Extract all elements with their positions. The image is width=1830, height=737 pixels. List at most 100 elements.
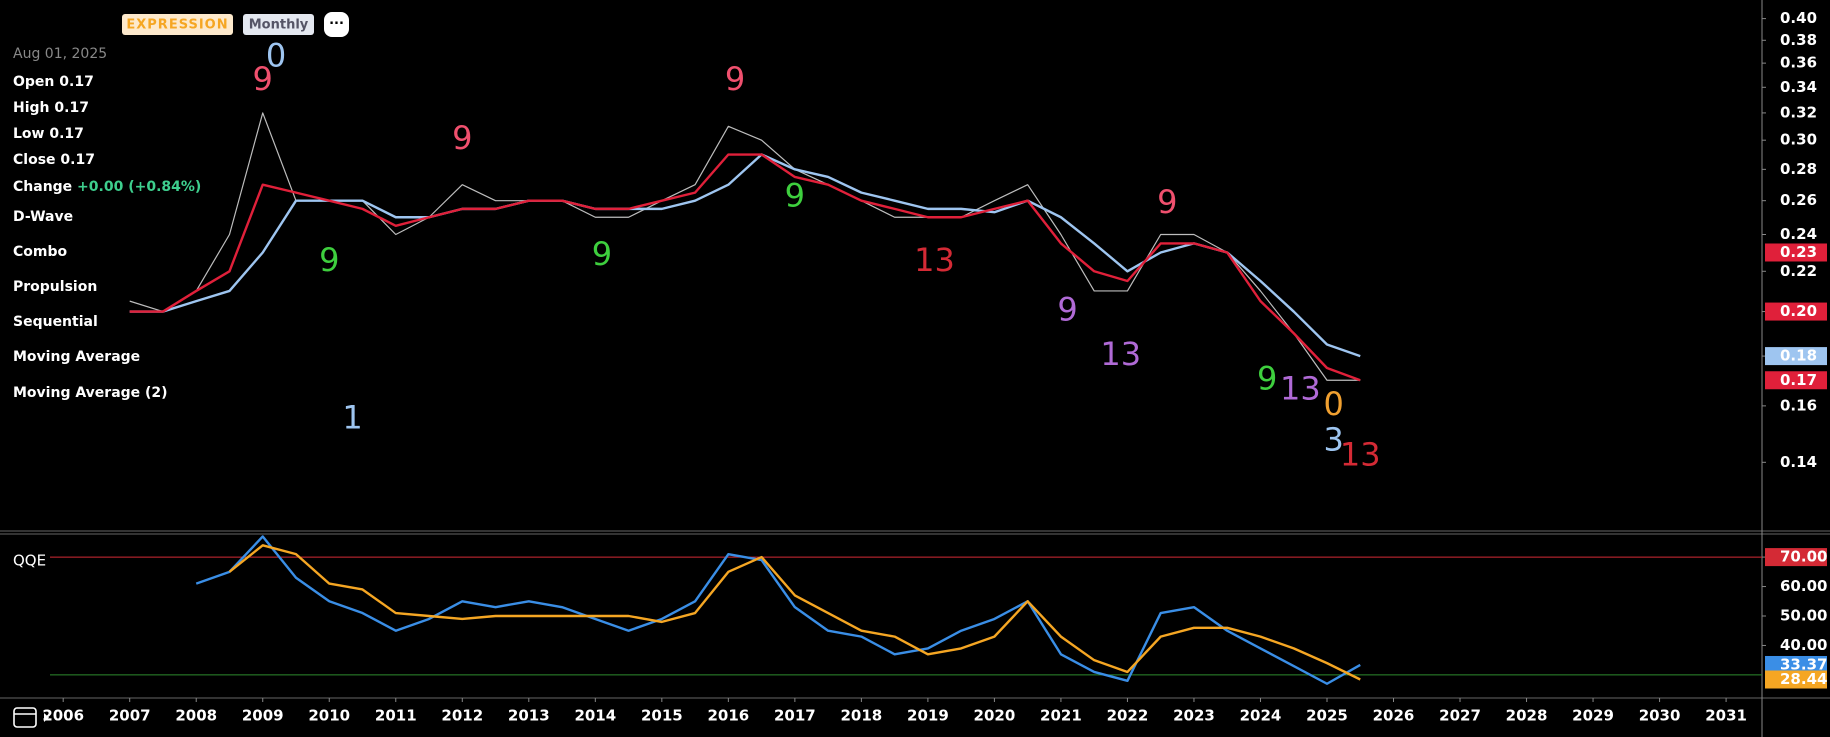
annotation: 0 bbox=[1323, 385, 1343, 423]
ohlc-label: Close 0.17 bbox=[13, 152, 95, 168]
x-tick-label: 2013 bbox=[508, 707, 550, 725]
date-label: Aug 01, 2025 bbox=[13, 46, 107, 62]
ohlc-label: Low 0.17 bbox=[13, 126, 84, 142]
x-tick-label: 2027 bbox=[1439, 707, 1481, 725]
y-tick-label: 0.36 bbox=[1780, 54, 1817, 72]
y-tick-label: 0.30 bbox=[1780, 131, 1817, 149]
ohlc-value: 0.17 bbox=[54, 100, 89, 116]
ohlc-key: Open bbox=[13, 74, 54, 90]
expression-button[interactable] bbox=[122, 14, 233, 35]
annotation: 13 bbox=[1100, 335, 1141, 373]
price-tag bbox=[1765, 655, 1827, 674]
annotation: 3 bbox=[1323, 421, 1343, 459]
annotation: 9 bbox=[319, 241, 339, 279]
x-tick-label: 2026 bbox=[1373, 707, 1415, 725]
expression-label: EXPRESSION bbox=[126, 18, 228, 33]
annotation: 9 bbox=[452, 119, 472, 157]
ohlc-label: High 0.17 bbox=[13, 100, 89, 116]
price-tag bbox=[1765, 670, 1827, 689]
x-tick-label: 2024 bbox=[1240, 707, 1282, 725]
y-tick-label: 0.34 bbox=[1780, 78, 1817, 96]
x-tick-label: 2030 bbox=[1639, 707, 1681, 725]
annotation: 9 bbox=[1257, 359, 1277, 397]
change-label: Change +0.00 (+0.84%) bbox=[13, 179, 201, 195]
annotation: 0 bbox=[266, 36, 286, 74]
more-button[interactable] bbox=[324, 12, 349, 37]
x-tick-label: 2029 bbox=[1572, 707, 1614, 725]
y-tick-label: 0.32 bbox=[1780, 103, 1817, 121]
annotation: 13 bbox=[1340, 435, 1381, 473]
price-tag-label: 0.23 bbox=[1780, 243, 1817, 261]
interval-button[interactable] bbox=[243, 14, 314, 35]
x-tick-label: 2012 bbox=[441, 707, 483, 725]
panel: 0.40 0.38 0.36 0.34 0.32 0.30 0.28 0.26 0.24 0.22… bbox=[42, 9, 1827, 725]
ohlc-value: 0.17 bbox=[49, 126, 84, 142]
x-tick-label: 2021 bbox=[1040, 707, 1082, 725]
ohlc-key: High bbox=[13, 100, 50, 116]
series-line bbox=[129, 153, 1361, 382]
interval-label: Monthly bbox=[249, 18, 309, 33]
annotation: 9 bbox=[1057, 291, 1077, 329]
x-tick-label: 2010 bbox=[308, 707, 350, 725]
y-tick-label: 60.00 bbox=[1780, 577, 1827, 595]
annotation: 9 bbox=[725, 60, 745, 98]
x-tick-label: 2019 bbox=[907, 707, 949, 725]
x-tick-label: 2017 bbox=[774, 707, 816, 725]
price-tag-label: 0.17 bbox=[1780, 371, 1817, 389]
price-tag-label: 0.18 bbox=[1780, 347, 1817, 365]
x-tick-label: 2007 bbox=[109, 707, 151, 725]
x-tick-label: 2018 bbox=[841, 707, 883, 725]
x-tick-label: 2009 bbox=[242, 707, 284, 725]
price-tag-label: 33.37 bbox=[1780, 655, 1827, 673]
x-tick-label: 2028 bbox=[1506, 707, 1548, 725]
annotation: 9 bbox=[1157, 183, 1177, 221]
calendar-arrow bbox=[44, 713, 49, 722]
x-tick-label: 2022 bbox=[1107, 707, 1149, 725]
y-tick-label: 0.28 bbox=[1780, 160, 1817, 178]
x-tick-label: 2014 bbox=[574, 707, 616, 725]
x-tick-label: 2011 bbox=[375, 707, 417, 725]
indicator-label: Propulsion bbox=[13, 279, 97, 295]
price-tag bbox=[1765, 302, 1827, 321]
change-value: +0.00 (+0.84%) bbox=[77, 179, 201, 195]
y-tick-label: 50.00 bbox=[1780, 607, 1827, 625]
price-tag bbox=[1765, 347, 1827, 366]
ohlc-key: Close bbox=[13, 152, 56, 168]
y-tick-label: 0.26 bbox=[1780, 191, 1817, 209]
x-tick-label: 2006 bbox=[42, 707, 84, 725]
annotation: 13 bbox=[1280, 369, 1321, 407]
annotation: 13 bbox=[914, 241, 955, 279]
price-tag-label: 28.44 bbox=[1780, 670, 1827, 688]
ohlc-key: Low bbox=[13, 126, 45, 142]
price-tag bbox=[1765, 371, 1827, 390]
price-tag bbox=[1765, 548, 1827, 567]
change-key: Change bbox=[13, 179, 72, 195]
y-tick-label: 0.22 bbox=[1780, 262, 1817, 280]
price-tag-label: 70.00 bbox=[1780, 548, 1827, 566]
x-tick-label: 2023 bbox=[1173, 707, 1215, 725]
series-line bbox=[195, 535, 1361, 685]
y-tick-label: 40.00 bbox=[1780, 636, 1827, 654]
annotation: 9 bbox=[785, 176, 805, 214]
y-tick-label: 0.14 bbox=[1780, 453, 1817, 471]
legend-label: Moving Average bbox=[13, 349, 140, 365]
indicator-label: Combo bbox=[13, 244, 68, 260]
annotation: 9 bbox=[592, 235, 612, 273]
y-tick-label: 0.38 bbox=[1780, 31, 1817, 49]
indicator-label: D-Wave bbox=[13, 209, 73, 225]
calendar-button[interactable] bbox=[13, 707, 37, 728]
x-tick-label: 2015 bbox=[641, 707, 683, 725]
series-line bbox=[129, 153, 1361, 358]
y-tick-label: 0.24 bbox=[1780, 225, 1817, 243]
x-tick-label: 2008 bbox=[175, 707, 217, 725]
annotation: 9 bbox=[253, 60, 273, 98]
annotation: 1 bbox=[342, 398, 362, 436]
y-tick-label: 0.16 bbox=[1780, 396, 1817, 414]
y-tick-label: 0.40 bbox=[1780, 9, 1817, 27]
x-tick-label: 2020 bbox=[974, 707, 1016, 725]
indicator-label: Sequential bbox=[13, 314, 98, 330]
